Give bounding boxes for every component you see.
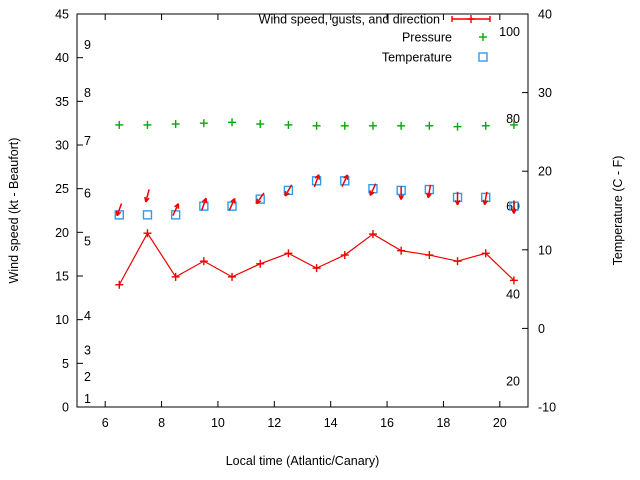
x-axis-tick-label: 20 bbox=[493, 416, 507, 430]
beaufort-scale-label: 7 bbox=[84, 134, 91, 148]
temperature-marker bbox=[255, 194, 265, 204]
y-axis-tick-label: 15 bbox=[55, 270, 69, 284]
wind-direction-arrowhead bbox=[454, 199, 459, 206]
y2-axis-tick-label: 30 bbox=[538, 86, 552, 100]
wind-direction-arrow bbox=[284, 184, 293, 197]
beaufort-scale-label: 8 bbox=[84, 86, 91, 100]
wind-direction-arrowhead bbox=[318, 174, 321, 180]
beaufort-scale-label: 1 bbox=[84, 392, 91, 406]
fahrenheit-scale-label: 20 bbox=[506, 375, 520, 389]
wind-direction-arrowhead bbox=[426, 192, 429, 198]
x-axis-tick-label: 14 bbox=[324, 416, 338, 430]
wind-direction-arrow bbox=[483, 191, 488, 205]
wind-direction-arrow bbox=[427, 184, 432, 198]
legend-label-0: Wind speed, gusts, and direction bbox=[259, 13, 440, 27]
wind-direction-arrow bbox=[228, 198, 236, 211]
wind-direction-arrow bbox=[369, 183, 377, 196]
y-axis-title: Wind speed (kt - Beaufort) bbox=[7, 138, 21, 284]
x-axis-tick-label: 6 bbox=[102, 416, 109, 430]
wind-direction-arrow bbox=[172, 203, 180, 216]
legend-swatch-2 bbox=[478, 52, 488, 62]
wind-direction-arrowhead bbox=[482, 199, 486, 205]
plot-frame bbox=[76, 13, 529, 408]
wind-direction-arrow bbox=[341, 174, 349, 188]
y2-axis-tick-label: 10 bbox=[538, 243, 552, 257]
temperature-marker bbox=[199, 201, 209, 211]
legend-label-2: Temperature bbox=[382, 51, 452, 65]
wind-direction-arrowhead bbox=[511, 208, 515, 214]
fahrenheit-scale-label: 100 bbox=[499, 25, 520, 39]
y-axis-tick-label: 20 bbox=[55, 226, 69, 240]
fahrenheit-scale-label: 40 bbox=[506, 287, 520, 301]
x-axis-tick-label: 8 bbox=[158, 416, 165, 430]
beaufort-scale-label: 9 bbox=[84, 38, 91, 52]
wind-direction-arrow bbox=[200, 198, 207, 211]
temperature-marker bbox=[227, 201, 237, 211]
y-axis-tick-label: 25 bbox=[55, 182, 69, 196]
x-axis-tick-label: 16 bbox=[380, 416, 394, 430]
y2-axis-tick-label: 20 bbox=[538, 165, 552, 179]
y2-axis-tick-label: 0 bbox=[538, 322, 545, 336]
beaufort-scale-label: 3 bbox=[84, 344, 91, 358]
x-axis-title: Local time (Atlantic/Canary) bbox=[226, 454, 380, 468]
y-axis-tick-label: 5 bbox=[62, 357, 69, 371]
legend-label-1: Pressure bbox=[402, 31, 452, 45]
x-axis-tick-label: 12 bbox=[267, 416, 281, 430]
beaufort-scale-label: 2 bbox=[84, 370, 91, 384]
wind-direction-arrowhead bbox=[144, 196, 147, 203]
y2-axis-tick-label: 40 bbox=[538, 8, 552, 22]
y-axis-tick-label: 40 bbox=[55, 51, 69, 65]
wind-direction-arrow bbox=[145, 189, 150, 203]
wind-direction-arrow bbox=[255, 192, 265, 205]
beaufort-scale-label: 6 bbox=[84, 187, 91, 201]
temperature-marker bbox=[142, 210, 153, 220]
fahrenheit-scale-label: 80 bbox=[506, 112, 520, 126]
beaufort-scale-label: 5 bbox=[84, 235, 91, 249]
wind-direction-arrowhead bbox=[205, 198, 208, 204]
y2-axis-tick-label: -10 bbox=[538, 401, 556, 415]
beaufort-scale-label: 4 bbox=[84, 309, 91, 323]
y-axis-tick-label: 30 bbox=[55, 139, 69, 153]
wind-direction-arrowhead bbox=[398, 194, 402, 200]
y-axis-tick-label: 45 bbox=[55, 8, 69, 22]
wind-direction-arrow bbox=[116, 203, 123, 216]
wind-direction-arrowhead bbox=[115, 210, 118, 216]
y2-axis-title: Temperature (C - F) bbox=[611, 156, 625, 266]
y-axis-tick-label: 35 bbox=[55, 95, 69, 109]
wind-direction-arrow bbox=[313, 174, 320, 188]
y-axis-tick-label: 0 bbox=[62, 401, 69, 415]
wind-direction-arrowhead bbox=[255, 198, 259, 204]
x-axis-tick-label: 18 bbox=[436, 416, 450, 430]
x-axis-tick-label: 10 bbox=[211, 416, 225, 430]
y-axis-tick-label: 10 bbox=[55, 313, 69, 327]
